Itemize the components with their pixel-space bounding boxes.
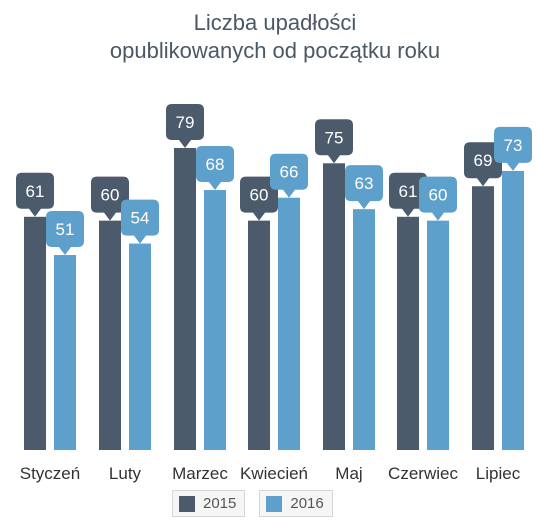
bar-2016-6 <box>502 170 524 450</box>
chart-title-line-1: Liczba upadłości <box>193 10 357 35</box>
bar-2015-3 <box>248 220 270 450</box>
x-tick-label-4: Maj <box>335 464 362 483</box>
x-tick-label-3: Kwiecień <box>240 464 308 483</box>
bar-2016-3 <box>278 197 300 450</box>
data-label-2016-6: 73 <box>504 136 523 155</box>
bar-2016-2 <box>204 190 226 450</box>
bar-2016-4 <box>353 209 375 450</box>
legend-item-2016[interactable]: 2016 <box>259 490 333 517</box>
data-label-2016-3: 66 <box>280 163 299 182</box>
data-label-2016-5: 60 <box>429 186 448 205</box>
x-tick-label-2: Marzec <box>172 464 228 483</box>
data-label-2015-6: 69 <box>474 151 493 170</box>
data-label-bubble-2016-2 <box>196 146 234 191</box>
data-label-bubble-2015-2 <box>166 104 204 148</box>
legend-swatch-2015 <box>179 495 195 512</box>
data-label-bubble-2015-1 <box>91 176 129 221</box>
data-label-bubble-2015-5 <box>389 172 427 217</box>
data-label-bubble-2015-6 <box>464 142 502 187</box>
data-label-2016-1: 54 <box>131 209 150 228</box>
chart-legend: 2015 2016 <box>172 490 333 517</box>
data-label-2015-0: 61 <box>26 182 45 201</box>
bar-2016-0 <box>54 255 76 450</box>
x-tick-label-6: Lipiec <box>476 464 521 483</box>
data-label-bubble-2016-5 <box>419 176 457 221</box>
x-tick-label-5: Czerwiec <box>388 464 458 483</box>
data-label-bubble-2015-0 <box>16 172 54 217</box>
data-label-bubble-2016-6 <box>494 126 532 171</box>
data-label-2015-5: 61 <box>399 182 418 201</box>
bar-2015-4 <box>323 163 345 450</box>
legend-swatch-2016 <box>266 495 283 512</box>
bar-2015-1 <box>99 220 121 450</box>
bar-2016-1 <box>129 243 151 450</box>
bar-2016-5 <box>427 220 449 450</box>
bar-2015-5 <box>397 216 419 450</box>
data-label-2016-2: 68 <box>206 155 225 174</box>
legend-item-2015[interactable]: 2015 <box>172 490 246 517</box>
bar-2015-6 <box>472 186 494 450</box>
legend-label-2015: 2015 <box>203 495 237 512</box>
data-label-bubble-2016-0 <box>46 211 84 256</box>
legend-label-2016: 2016 <box>290 495 324 512</box>
data-label-bubble-2016-3 <box>270 153 308 198</box>
data-label-2015-3: 60 <box>250 186 269 205</box>
data-label-bubble-2016-1 <box>121 199 159 244</box>
x-tick-label-0: Styczeń <box>20 464 80 483</box>
data-label-bubble-2015-3 <box>240 176 278 221</box>
x-tick-label-1: Luty <box>109 464 142 483</box>
data-label-2015-2: 79 <box>176 113 195 132</box>
data-label-2016-0: 51 <box>56 220 75 239</box>
data-label-bubble-2015-4 <box>315 119 353 164</box>
data-label-2016-4: 63 <box>355 174 374 193</box>
bar-2015-0 <box>24 216 46 450</box>
data-label-2015-1: 60 <box>101 186 120 205</box>
chart-title-line-2: opublikowanych od początku roku <box>109 38 441 63</box>
data-label-bubble-2016-4 <box>345 165 383 210</box>
data-label-2015-4: 75 <box>325 128 344 147</box>
bar-2015-2 <box>174 148 196 450</box>
